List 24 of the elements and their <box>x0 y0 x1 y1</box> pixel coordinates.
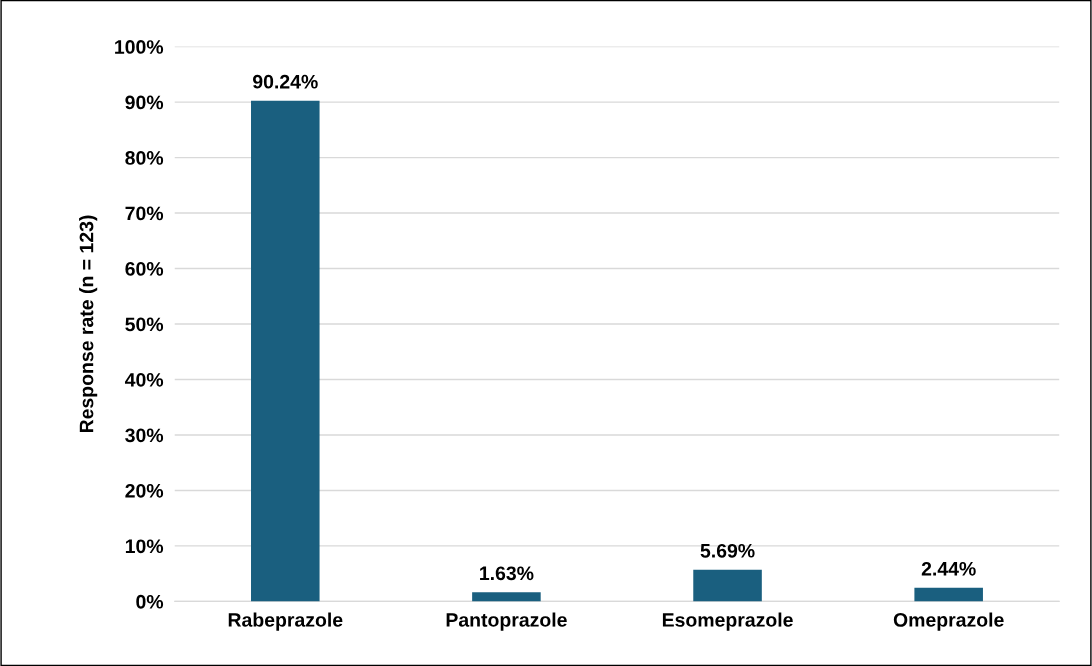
x-tick-label: Esomeprazole <box>662 612 793 631</box>
y-tick-label: 80% <box>125 151 164 165</box>
data-label: 1.63% <box>480 566 534 581</box>
y-tick-label: 20% <box>125 483 164 498</box>
bar <box>693 569 762 602</box>
data-label: 5.69% <box>700 543 755 558</box>
y-tick-label: 30% <box>125 428 164 443</box>
y-tick-label: 100% <box>115 40 164 54</box>
y-tick-label: 50% <box>125 317 164 332</box>
y-tick-label: 90% <box>125 95 164 110</box>
x-tick-label: Pantoprazole <box>446 612 567 631</box>
bar <box>251 100 320 602</box>
x-tick-label: Omeprazole <box>893 612 1004 631</box>
bar <box>914 587 983 602</box>
y-axis-title: Response rate (n = 123) <box>79 215 98 433</box>
y-tick-label: 60% <box>125 262 164 276</box>
x-tick-label: Rabeprazole <box>228 612 343 631</box>
y-tick-label: 70% <box>125 206 164 221</box>
data-label: 2.44% <box>921 561 976 576</box>
y-tick-label: 40% <box>124 372 164 387</box>
y-tick-label: 10% <box>125 539 164 554</box>
y-tick-label: 0% <box>136 594 164 609</box>
data-label: 90.24% <box>252 74 318 89</box>
bar <box>472 592 541 602</box>
